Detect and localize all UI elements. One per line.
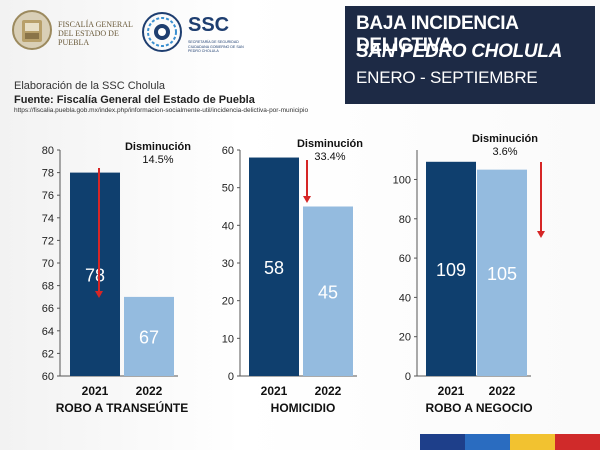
- ssc-logo: SSC SECRETARÍA DE SEGURIDAD CIUDADANA GO…: [140, 8, 244, 63]
- bar-2021: [426, 161, 476, 376]
- y-tick-label: 80: [42, 145, 54, 157]
- category-label: 2022: [315, 384, 342, 398]
- y-tick-label: 20: [222, 296, 234, 308]
- decrease-arrow-icon: [303, 196, 311, 203]
- y-tick-label: 50: [222, 183, 234, 195]
- stripe-segment: [510, 434, 555, 450]
- annotation-label: Disminución: [472, 133, 538, 145]
- category-label: 2022: [489, 384, 516, 398]
- category-label: 2021: [438, 384, 465, 398]
- source-elaboracion: Elaboración de la SSC Cholula: [14, 80, 166, 92]
- y-tick-label: 100: [393, 174, 411, 186]
- y-tick-label: 0: [405, 371, 411, 383]
- y-tick-label: 60: [222, 145, 234, 157]
- y-tick-label: 30: [222, 258, 234, 270]
- category-label: 2021: [261, 384, 288, 398]
- category-label: 2022: [136, 384, 163, 398]
- fiscalia-logo: FISCALÍA GENERAL DEL ESTADO DE PUEBLA: [10, 8, 133, 58]
- chart-title: HOMICIDIO: [271, 401, 336, 415]
- y-tick-label: 60: [42, 371, 54, 383]
- bar-data-label: 109: [436, 260, 466, 280]
- annotation-value: 14.5%: [142, 154, 173, 166]
- bar-data-label: 67: [139, 327, 159, 347]
- stripe-segment: [465, 434, 510, 450]
- source-url: https://fiscalia.puebla.gob.mx/index.php…: [14, 107, 309, 114]
- annotation-value: 33.4%: [314, 151, 345, 163]
- annotation-label: Disminución: [125, 141, 191, 153]
- y-tick-label: 10: [222, 333, 234, 345]
- y-tick-label: 70: [42, 258, 54, 270]
- y-tick-label: 74: [42, 213, 54, 225]
- y-tick-label: 0: [228, 371, 234, 383]
- y-tick-label: 64: [42, 326, 54, 338]
- bar-2021: [249, 157, 299, 376]
- y-tick-label: 80: [399, 214, 411, 226]
- source-fuente: Fuente: Fiscalía General del Estado de P…: [14, 94, 255, 106]
- decrease-arrow-icon: [537, 231, 545, 238]
- header-period: ENERO - SEPTIEMBRE: [356, 68, 538, 87]
- annotation-value: 3.6%: [492, 146, 517, 158]
- bar-data-label: 105: [487, 264, 517, 284]
- header-location: SAN PEDRO CHOLULA: [356, 41, 563, 62]
- bar-2021: [70, 172, 120, 376]
- header-title: BAJA INCIDENCIA DELICTIVA: [356, 13, 518, 56]
- chart-title: ROBO A NEGOCIO: [425, 401, 532, 415]
- flag-stripe-bar: [420, 434, 600, 450]
- y-tick-label: 78: [42, 168, 54, 180]
- y-tick-label: 40: [399, 292, 411, 304]
- y-tick-label: 60: [399, 253, 411, 265]
- y-tick-label: 66: [42, 303, 54, 315]
- y-tick-label: 20: [399, 332, 411, 344]
- bar-2022: [477, 169, 527, 376]
- category-label: 2021: [82, 384, 109, 398]
- bar-data-label: 58: [264, 258, 284, 278]
- fiscalia-logo-text: FISCALÍA GENERAL DEL ESTADO DE PUEBLA: [58, 20, 133, 47]
- bar-2022: [303, 206, 353, 376]
- ssc-logo-subtitle: SECRETARÍA DE SEGURIDAD CIUDADANA GOBIER…: [188, 40, 244, 54]
- ssc-emblem-icon: [142, 12, 182, 52]
- chart-title: ROBO A TRANSEÚNTE: [56, 400, 188, 415]
- stripe-segment: [420, 434, 465, 450]
- ssc-logo-text: SSC: [188, 14, 230, 36]
- y-tick-label: 72: [42, 235, 54, 247]
- decrease-arrow-icon: [95, 291, 103, 298]
- bar-data-label: 45: [318, 282, 338, 302]
- fiscalia-emblem-icon: [12, 10, 52, 50]
- header-banner: [345, 6, 595, 104]
- annotation-label: Disminución: [297, 138, 363, 150]
- y-tick-label: 68: [42, 281, 54, 293]
- bar-data-label: 78: [85, 265, 105, 285]
- y-tick-label: 76: [42, 190, 54, 202]
- stripe-segment: [555, 434, 600, 450]
- y-tick-label: 40: [222, 220, 234, 232]
- bar-2022: [124, 296, 174, 376]
- y-tick-label: 62: [42, 348, 54, 360]
